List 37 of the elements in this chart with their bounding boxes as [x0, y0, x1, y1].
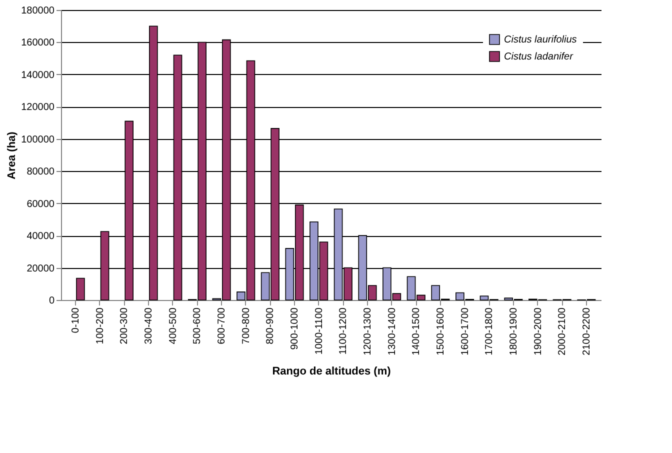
- y-tick-label: 160000: [21, 38, 55, 49]
- y-tick-label: 40000: [26, 231, 55, 242]
- legend-label: Cistus laurifolius: [504, 34, 577, 46]
- y-axis-title: Area (ha): [6, 131, 18, 180]
- x-axis-title: Rango de altitudes (m): [272, 365, 392, 378]
- y-tick-label: 80000: [26, 166, 55, 178]
- y-tick-label: 180000: [21, 6, 55, 16]
- legend-label: Cistus ladanifer: [504, 52, 574, 62]
- x-tick-label: 700-800: [240, 307, 252, 344]
- x-tick-label: 400-500: [168, 307, 179, 344]
- y-tick-label: 140000: [21, 70, 55, 81]
- x-tick-label: 900-1000: [290, 307, 301, 350]
- x-tick-label: 1400-1500: [411, 307, 422, 356]
- y-tick-label: 60000: [26, 198, 55, 210]
- x-tick-label: 0-100: [70, 307, 82, 334]
- y-tick-label: 100000: [21, 134, 55, 146]
- x-tick-label: 1700-1800: [484, 307, 496, 356]
- x-tick-label: 2100-2200: [581, 307, 592, 356]
- x-tick-label: 200-300: [119, 307, 130, 344]
- y-tick-label: 120000: [21, 102, 55, 114]
- y-tick-label: 0: [48, 296, 55, 306]
- x-tick-label: 1900-2000: [532, 307, 544, 356]
- x-tick-label: 500-600: [192, 307, 204, 344]
- x-tick-label: 1200-1300: [362, 307, 374, 356]
- x-tick-label: 2000-2100: [557, 307, 568, 356]
- x-tick-label: 100-200: [94, 307, 106, 344]
- x-tick-label: 1500-1600: [435, 307, 446, 356]
- x-tick-label: 1000-1100: [314, 307, 325, 355]
- x-tick-label: 1100-1200: [338, 307, 350, 355]
- x-tick-label: 1300-1400: [386, 307, 398, 356]
- x-tick-label: 300-400: [144, 307, 155, 344]
- x-tick-label: 800-900: [265, 307, 276, 344]
- x-tick-label: 1600-1700: [460, 307, 471, 356]
- x-tick-label: 600-700: [216, 307, 228, 344]
- y-tick-label: 20000: [26, 263, 55, 274]
- x-tick-label: 1800-1900: [508, 307, 520, 356]
- bar: [76, 278, 85, 300]
